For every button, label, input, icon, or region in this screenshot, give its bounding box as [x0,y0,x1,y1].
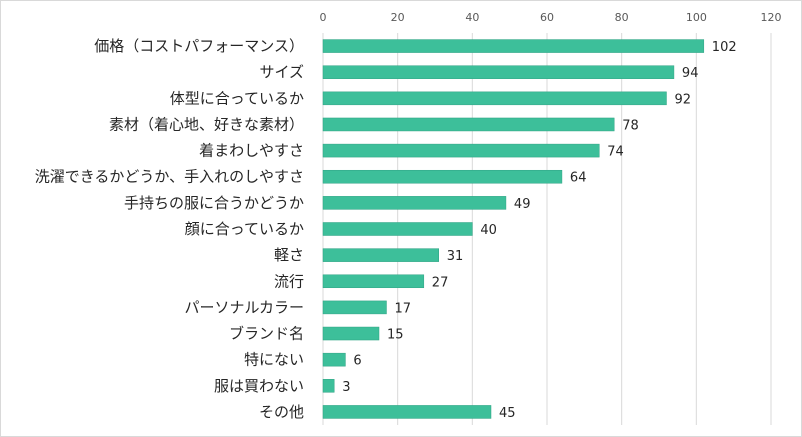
x-tick-label: 40 [465,11,479,24]
data-label: 49 [514,197,531,212]
x-tick-label: 100 [686,11,707,24]
x-tick-label: 60 [540,11,554,24]
data-label: 31 [447,249,464,264]
data-label: 3 [342,380,350,395]
data-label: 102 [712,40,737,55]
category-label: パーソナルカラー [184,298,304,316]
bar [322,300,387,315]
category-label: 素材（着心地、好きな素材） [109,115,304,133]
category-label: 体型に合っているか [170,89,304,107]
data-label: 40 [480,223,497,238]
category-label: 顔に合っているか [185,220,304,238]
x-tick-label: 0 [320,11,327,24]
bar [322,117,615,132]
bar [322,352,346,367]
category-label: 価格（コストパフォーマンス） [94,37,304,55]
category-label: 手持ちの服に合うかどうか [124,194,304,212]
bar [322,379,335,393]
bar [322,143,600,158]
data-label: 45 [499,406,516,421]
category-label: 洗濯できるかどうか、手入れのしやすさ [35,168,304,186]
data-labels: 102 94 92 78 74 64 49 40 31 27 17 15 63 45 [342,40,736,421]
category-label: サイズ [259,63,304,81]
x-tick-label: 120 [761,11,782,24]
category-label: その他 [259,403,304,421]
category-label: 特にない [244,351,304,369]
data-label: 94 [682,66,699,81]
data-label: 64 [570,171,587,186]
data-label: 27 [432,275,449,290]
bar [322,222,473,236]
data-label: 92 [674,92,691,107]
x-axis-ticks: 0 20 40 60 80 100 120 [320,11,782,24]
category-label: 服は買わない [214,377,304,395]
data-label: 78 [622,118,639,133]
bar [322,169,563,184]
category-label: 軽さ [274,246,304,264]
bars [322,39,705,419]
category-label: 流行 [274,272,304,290]
x-tick-label: 20 [391,11,405,24]
bar [322,274,425,289]
bar [322,196,507,210]
category-label: 着まわしやすさ [199,142,304,160]
bar [322,405,492,419]
bar [322,248,439,262]
bar [322,326,380,341]
data-label: 6 [353,354,361,369]
data-label: 74 [607,145,624,160]
category-label: ブランド名 [229,325,304,343]
bar [322,65,675,79]
bar [322,39,705,53]
bar [322,91,667,106]
data-label: 17 [394,301,411,316]
data-label: 15 [387,328,404,343]
x-tick-label: 80 [615,11,629,24]
